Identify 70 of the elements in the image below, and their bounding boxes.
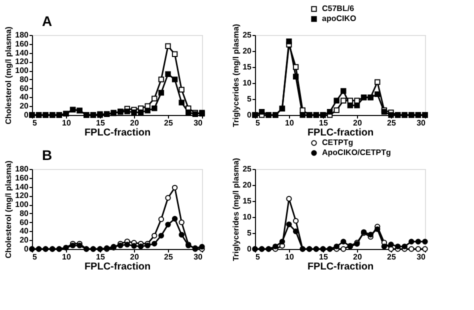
y-tick-label: 80 xyxy=(20,74,30,84)
y-tick-label: 20 xyxy=(20,102,30,111)
y-tick-label: 60 xyxy=(20,218,30,227)
y-axis-title: Triglycerides (mg/l plasma) xyxy=(232,158,241,262)
y-tick-label: 180 xyxy=(15,30,30,40)
legend-label: C57BL/6 xyxy=(322,4,355,13)
text: A xyxy=(42,13,52,29)
legend-label: ApoCIKO/CETPTg xyxy=(322,148,391,157)
y-tick-label: 0 xyxy=(24,110,30,120)
x-tick-label: 15 xyxy=(319,118,328,128)
y-tick-label: 0 xyxy=(24,244,30,254)
y-tick-label: 25 xyxy=(242,30,252,40)
y-tick-label: 120 xyxy=(15,191,30,200)
legend-label: apoCIKO xyxy=(322,14,356,23)
y-tick-label: 40 xyxy=(20,92,30,102)
x-tick-label: 25 xyxy=(164,118,174,128)
x-tick-label: 30 xyxy=(416,252,426,262)
x-tick-label: 5 xyxy=(256,118,260,128)
legend-label: CETPTg xyxy=(322,138,354,147)
y-tick-label: 180 xyxy=(15,164,30,174)
y-tick-label: 140 xyxy=(15,182,30,192)
x-tick-label: 30 xyxy=(416,118,426,128)
y-tick-label: 80 xyxy=(20,208,30,218)
x-tick-label: 20 xyxy=(130,252,140,262)
x-tick-label: 15 xyxy=(96,118,106,128)
y-tick-label: 20 xyxy=(242,180,252,190)
x-tick-label: 20 xyxy=(130,118,140,128)
y-tick-label: 60 xyxy=(20,84,30,93)
x-tick-label: 15 xyxy=(96,252,106,262)
text: B xyxy=(42,147,52,163)
x-tick-label: 30 xyxy=(194,118,204,128)
y-tick-label: 25 xyxy=(242,164,252,174)
y-axis-title: Cholesterol (mg/l plasma) xyxy=(4,160,14,258)
y-tick-label: 120 xyxy=(15,57,30,66)
x-tick-label: 10 xyxy=(285,252,294,262)
x-tick-label: 20 xyxy=(353,252,362,262)
x-axis-title: FPLC-fraction xyxy=(307,262,374,272)
y-tick-label: 100 xyxy=(15,66,30,76)
x-tick-label: 10 xyxy=(285,118,294,128)
x-tick-label: 25 xyxy=(387,118,396,128)
y-tick-label: 140 xyxy=(15,48,30,58)
x-tick-label: 5 xyxy=(32,118,38,128)
y-tick-label: 0 xyxy=(247,244,252,254)
y-tick-label: 15 xyxy=(242,196,252,206)
y-tick-label: 15 xyxy=(242,62,252,72)
x-tick-label: 10 xyxy=(62,252,72,262)
x-tick-label: 25 xyxy=(164,252,174,262)
y-tick-label: 10 xyxy=(242,78,252,88)
y-tick-label: 20 xyxy=(242,46,252,56)
y-tick-label: 0 xyxy=(247,110,252,120)
y-axis-title: Cholesterol (mg/l plasma) xyxy=(4,26,14,124)
x-axis-title: FPLC-fraction xyxy=(307,128,374,138)
y-tick-label: 160 xyxy=(15,39,30,48)
x-tick-label: 5 xyxy=(256,252,260,262)
x-axis-title: FPLC-fraction xyxy=(84,262,151,272)
x-axis-title: FPLC-fraction xyxy=(84,128,151,138)
y-tick-label: 100 xyxy=(15,200,30,210)
x-tick-label: 15 xyxy=(319,252,328,262)
y-axis-title: Triglycerides (mg/l plasma) xyxy=(232,24,241,128)
x-tick-label: 20 xyxy=(353,118,362,128)
x-tick-label: 5 xyxy=(32,252,38,262)
y-tick-label: 160 xyxy=(15,173,30,182)
y-tick-label: 10 xyxy=(242,212,252,222)
x-tick-label: 10 xyxy=(62,118,72,128)
y-tick-label: 40 xyxy=(20,226,30,236)
x-tick-label: 30 xyxy=(194,252,204,262)
y-tick-label: 5 xyxy=(247,94,252,104)
x-tick-label: 25 xyxy=(387,252,396,262)
y-tick-label: 5 xyxy=(247,228,252,238)
y-tick-label: 20 xyxy=(20,236,30,245)
